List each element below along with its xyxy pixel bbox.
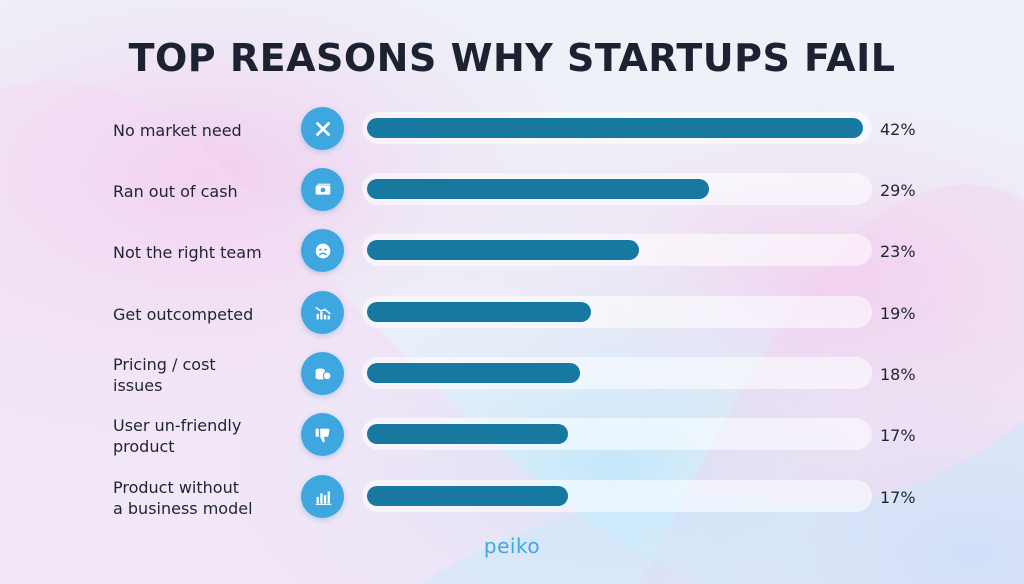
category-label: Pricing / cost issues xyxy=(113,355,216,395)
chart-row: Not the right team 23% xyxy=(0,228,1024,276)
value-label: 29% xyxy=(880,180,916,200)
value-label: 18% xyxy=(880,364,916,384)
bar xyxy=(367,240,639,260)
category-label: Get outcompeted xyxy=(113,304,254,324)
category-label: Product without a business model xyxy=(113,478,253,518)
chart-row: No market need 42% xyxy=(0,106,1024,154)
category-label: Ran out of cash xyxy=(113,181,238,201)
chart-title: TOP REASONS WHY STARTUPS FAIL xyxy=(128,36,896,80)
category-label: No market need xyxy=(113,120,242,140)
chart-row: Pricing / cost issues 18% xyxy=(0,351,1024,399)
chart-row: User un-friendly product 17% xyxy=(0,412,1024,460)
bar xyxy=(367,424,568,444)
brand-logo: peiko xyxy=(483,534,541,558)
cash-icon xyxy=(301,168,344,211)
value-label: 23% xyxy=(880,241,916,261)
chart-row: Ran out of cash 29% xyxy=(0,167,1024,215)
value-label: 42% xyxy=(880,119,916,139)
value-label: 19% xyxy=(880,303,916,323)
thumbs-down-icon xyxy=(301,413,344,456)
category-label: Not the right team xyxy=(113,242,262,262)
bar-chart-icon xyxy=(301,475,344,518)
coins-icon xyxy=(301,352,344,395)
sad-face-icon xyxy=(301,229,344,272)
chart-row: Product without a business model 17% xyxy=(0,474,1024,522)
chart-row: Get outcompeted 19% xyxy=(0,290,1024,338)
value-label: 17% xyxy=(880,425,916,445)
bar xyxy=(367,118,863,138)
bar xyxy=(367,486,568,506)
declining-chart-icon xyxy=(301,291,344,334)
close-icon xyxy=(301,107,344,150)
bar xyxy=(367,363,580,383)
category-label: User un-friendly product xyxy=(113,416,242,456)
value-label: 17% xyxy=(880,487,916,507)
bar xyxy=(367,179,709,199)
bar xyxy=(367,302,591,322)
